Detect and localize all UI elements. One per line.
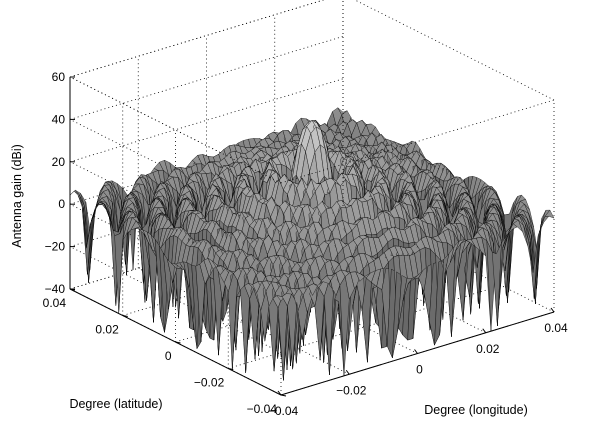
x-tick — [277, 390, 282, 396]
y-tick-label: −0.04 — [247, 402, 278, 416]
z-axis-label: Antenna gain (dBi) — [10, 144, 24, 248]
x-axis-label: Degree (longitude) — [424, 403, 528, 417]
x-tick-label: 0 — [416, 363, 423, 377]
box-edge — [354, 0, 555, 101]
y-tick-label: 0.02 — [95, 323, 119, 337]
x-tick — [345, 369, 350, 375]
y-tick-label: 0 — [165, 349, 172, 363]
y-tick — [280, 394, 287, 397]
surface-layer — [69, 107, 555, 381]
x-tick — [550, 307, 555, 313]
grid-line — [69, 203, 282, 311]
surface-patch — [544, 209, 555, 219]
x-tick-label: −0.04 — [268, 404, 299, 418]
box-edge — [69, 76, 282, 184]
x-tick-label: 0.02 — [476, 342, 500, 356]
z-tick-label: 0 — [58, 197, 65, 211]
x-tick-label: −0.02 — [336, 383, 367, 397]
z-tick-label: −20 — [45, 240, 66, 254]
grid-line — [69, 246, 282, 353]
z-tick-label: −40 — [45, 282, 66, 296]
y-tick-label: 0.04 — [43, 296, 67, 310]
axes-box — [69, 0, 555, 397]
y-axis-label: Degree (latitude) — [69, 397, 162, 411]
grid-line — [69, 119, 282, 226]
z-tick-label: 40 — [52, 112, 66, 126]
z-tick-label: 60 — [52, 70, 66, 84]
y-tick — [69, 288, 76, 291]
z-tick-label: 20 — [52, 155, 66, 169]
y-tick — [122, 315, 128, 317]
y-tick-label: −0.02 — [194, 376, 225, 390]
x-tick-label: 0.04 — [544, 321, 568, 335]
y-tick — [175, 341, 181, 344]
grid-line — [69, 161, 282, 269]
x-tick — [482, 328, 487, 334]
axis-labels: −40 −20 0 20 40 60 −0.04 −0.02 0 0.02 0.04 −0.04 −0.… — [10, 70, 568, 418]
x-tick — [414, 349, 418, 354]
y-tick — [228, 368, 234, 370]
